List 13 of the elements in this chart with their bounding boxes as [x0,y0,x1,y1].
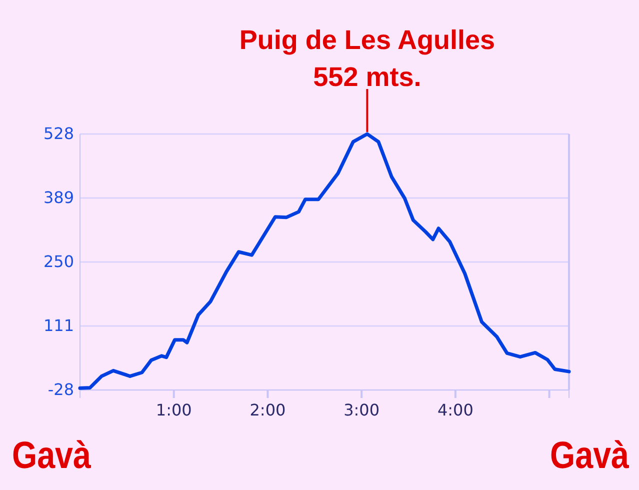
text: Gavà [12,434,92,477]
x-tick-label: 2:00 [250,400,286,420]
y-tick-label: 528 [43,124,74,144]
line-series [78,132,571,390]
y-tick-label: 389 [43,188,74,208]
y-tick-label: -28 [48,380,74,400]
x-tick-label: 3:00 [344,400,380,420]
annotation: Puig de Les Agulles 552 mts. [239,25,495,92]
y-tick-label: 111 [43,316,74,336]
text: Gavà [550,434,630,477]
y-tick-label: 250 [43,252,74,272]
x-tick-label: 1:00 [156,400,192,420]
x-tick-label: 4:00 [437,400,474,420]
